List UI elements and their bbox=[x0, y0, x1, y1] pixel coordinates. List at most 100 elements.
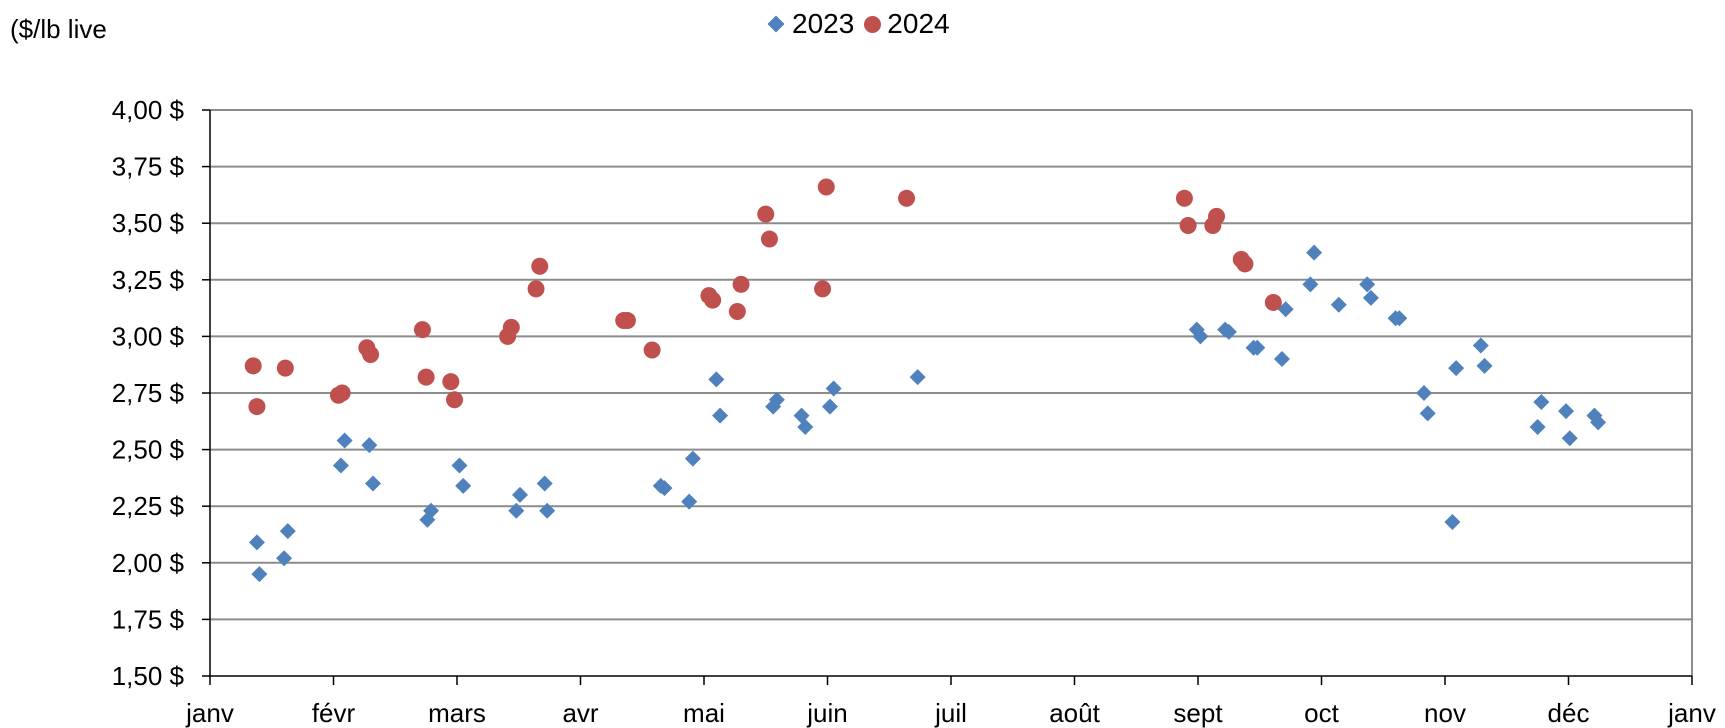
circle-marker-icon bbox=[864, 15, 882, 33]
x-tick-label: août bbox=[1049, 698, 1100, 728]
point-2024 bbox=[248, 398, 266, 416]
point-2024 bbox=[417, 368, 435, 386]
point-2023 bbox=[336, 432, 353, 449]
point-2023 bbox=[1561, 430, 1578, 447]
x-tick-label: juin bbox=[806, 698, 847, 728]
y-tick-label: 1,75 $ bbox=[112, 604, 185, 634]
point-2023 bbox=[1277, 301, 1294, 318]
point-2023 bbox=[1302, 276, 1319, 293]
point-2024 bbox=[1179, 216, 1197, 234]
point-2023 bbox=[909, 369, 926, 386]
point-2023 bbox=[1362, 289, 1379, 306]
x-tick-label: févr bbox=[312, 698, 356, 728]
point-2023 bbox=[276, 550, 293, 567]
y-tick-label: 2,00 $ bbox=[112, 548, 185, 578]
point-2023 bbox=[708, 371, 725, 388]
data-points bbox=[244, 178, 1607, 583]
y-axis-tick-labels: 1,50 $ 1,75 $ 2,00 $ 2,25 $ 2,50 $ 2,75 $ 3,00… bbox=[112, 95, 185, 691]
point-2023 bbox=[361, 437, 378, 454]
x-tick-label: janv bbox=[1667, 698, 1716, 728]
point-2024 bbox=[817, 178, 835, 196]
point-2023 bbox=[455, 477, 472, 494]
point-2023 bbox=[423, 502, 440, 519]
point-2023 bbox=[656, 480, 673, 497]
y-tick-label: 2,75 $ bbox=[112, 378, 185, 408]
x-tick-label: sept bbox=[1173, 698, 1223, 728]
gridlines bbox=[202, 109, 1692, 677]
point-2023 bbox=[1533, 394, 1550, 411]
point-2023 bbox=[248, 534, 265, 551]
point-2023 bbox=[684, 450, 701, 467]
point-2024 bbox=[333, 384, 351, 402]
point-2023 bbox=[1448, 360, 1465, 377]
point-2023 bbox=[1476, 357, 1493, 374]
x-tick-label: mai bbox=[683, 698, 725, 728]
axes bbox=[209, 110, 1693, 685]
point-2023 bbox=[451, 457, 468, 474]
point-2023 bbox=[511, 486, 528, 503]
point-2024 bbox=[446, 391, 464, 409]
point-2023 bbox=[1529, 418, 1546, 435]
point-2024 bbox=[502, 318, 520, 336]
x-tick-label: avr bbox=[562, 698, 598, 728]
point-2024 bbox=[1236, 255, 1254, 273]
point-2024 bbox=[757, 205, 775, 223]
point-2024 bbox=[276, 359, 294, 377]
legend-item-2024: 2024 bbox=[864, 8, 950, 40]
x-tick-label: mars bbox=[428, 698, 486, 728]
x-tick-label: juil bbox=[934, 698, 967, 728]
point-2023 bbox=[1391, 310, 1408, 327]
point-2023 bbox=[1444, 514, 1461, 531]
point-2023 bbox=[712, 407, 729, 424]
x-tick-label: janv bbox=[185, 698, 234, 728]
point-2023 bbox=[365, 475, 382, 492]
point-2023 bbox=[251, 566, 268, 583]
point-2023 bbox=[797, 418, 814, 435]
y-tick-label: 3,25 $ bbox=[112, 265, 185, 295]
point-2024 bbox=[704, 291, 722, 309]
y-tick-label: 1,50 $ bbox=[112, 661, 185, 691]
point-2023 bbox=[1419, 405, 1436, 422]
y-tick-label: 3,50 $ bbox=[112, 208, 185, 238]
y-tick-label: 3,75 $ bbox=[112, 152, 185, 182]
point-2023 bbox=[1558, 403, 1575, 420]
point-2024 bbox=[1208, 207, 1226, 225]
point-2024 bbox=[618, 312, 636, 330]
point-2023 bbox=[768, 391, 785, 408]
point-2023 bbox=[508, 502, 525, 519]
y-tick-label: 2,25 $ bbox=[112, 491, 185, 521]
y-tick-label: 2,50 $ bbox=[112, 435, 185, 465]
point-2023 bbox=[1192, 328, 1209, 345]
point-2024 bbox=[531, 257, 549, 275]
point-2023 bbox=[1220, 323, 1237, 340]
x-tick-label: oct bbox=[1304, 698, 1339, 728]
point-2024 bbox=[442, 373, 460, 391]
point-2024 bbox=[643, 341, 661, 359]
point-2024 bbox=[898, 189, 916, 207]
point-2023 bbox=[1330, 296, 1347, 313]
point-2024 bbox=[413, 321, 431, 339]
point-2024 bbox=[1175, 189, 1193, 207]
y-tick-label: 4,00 $ bbox=[112, 95, 185, 125]
point-2023 bbox=[1472, 337, 1489, 354]
legend-label-2023: 2023 bbox=[792, 8, 855, 39]
point-2023 bbox=[681, 493, 698, 510]
y-tick-label: 3,00 $ bbox=[112, 321, 185, 351]
point-2023 bbox=[279, 523, 296, 540]
point-2024 bbox=[1264, 293, 1282, 311]
legend: 2023 2024 bbox=[767, 8, 950, 40]
point-2024 bbox=[527, 280, 545, 298]
point-2024 bbox=[362, 346, 380, 364]
point-2023 bbox=[1306, 244, 1323, 261]
point-2023 bbox=[1590, 414, 1607, 431]
x-tick-label: nov bbox=[1424, 698, 1466, 728]
point-2024 bbox=[732, 275, 750, 293]
point-2023 bbox=[536, 475, 553, 492]
point-2023 bbox=[1249, 339, 1266, 356]
point-2024 bbox=[760, 230, 778, 248]
point-2024 bbox=[814, 280, 832, 298]
point-2023 bbox=[821, 398, 838, 415]
point-2023 bbox=[1359, 276, 1376, 293]
x-tick-label: déc bbox=[1548, 698, 1590, 728]
legend-label-2024: 2024 bbox=[887, 8, 950, 39]
